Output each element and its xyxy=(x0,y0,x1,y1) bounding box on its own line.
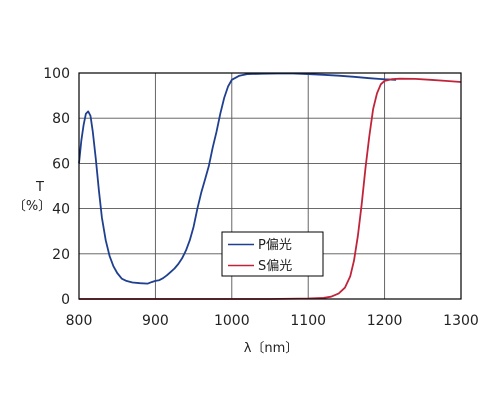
y-tick-labels: 0 20 40 60 80 100 xyxy=(43,66,70,308)
x-tick-label: 900 xyxy=(142,313,169,329)
y-tick-label: 20 xyxy=(52,247,70,263)
x-tick-labels: 800 900 1000 1100 1200 1300 xyxy=(66,313,479,329)
y-tick-label: 100 xyxy=(43,66,70,82)
x-tick-label: 1300 xyxy=(443,313,479,329)
y-tick-label: 80 xyxy=(52,111,70,127)
x-axis-title: λ〔nm〕 xyxy=(244,341,299,356)
legend-label-s: S偏光 xyxy=(258,259,292,274)
series-line-1 xyxy=(79,77,462,300)
legend-label-p: P偏光 xyxy=(258,238,292,253)
y-tick-label: 40 xyxy=(52,202,70,218)
x-tick-label: 800 xyxy=(66,313,93,329)
x-tick-label: 1200 xyxy=(367,313,403,329)
series-line-0 xyxy=(78,72,397,285)
y-axis-title: T xyxy=(35,180,44,195)
y-axis-unit: 〔%〕 xyxy=(13,199,51,214)
plot-frame xyxy=(78,72,462,300)
legend: P偏光 S偏光 xyxy=(221,231,324,277)
series-group xyxy=(78,72,462,300)
legend-box xyxy=(221,231,324,277)
y-tick-label: 0 xyxy=(61,292,70,308)
x-tick-label: 1100 xyxy=(290,313,326,329)
x-tick-label: 1000 xyxy=(214,313,250,329)
y-tick-label: 60 xyxy=(52,156,70,172)
